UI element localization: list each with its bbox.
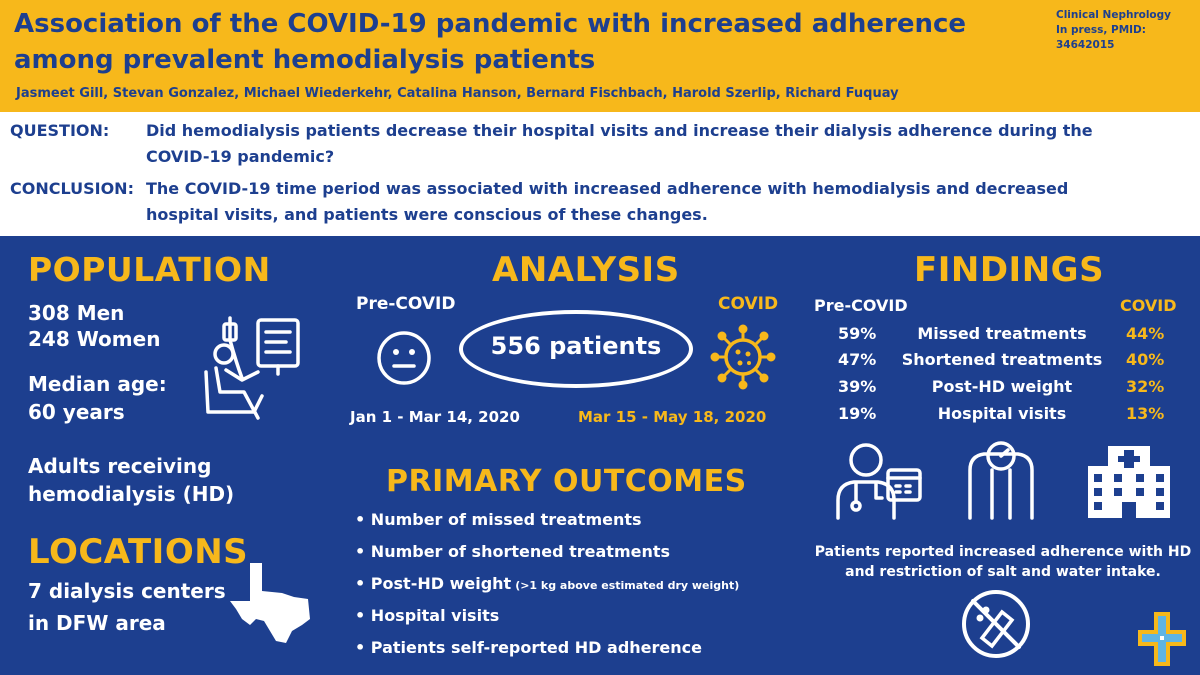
women-count: 248 Women	[28, 327, 161, 351]
pre-covid-value: 19%	[838, 404, 877, 423]
adults-line-2: hemodialysis (HD)	[28, 482, 235, 506]
author-list: Jasmeet Gill, Stevan Gonzalez, Michael W…	[16, 86, 899, 101]
findings-row: 19% Hospital visits 13%	[806, 404, 1200, 430]
patients-oval	[459, 310, 693, 388]
header-banner: Association of the COVID-19 pandemic wit…	[0, 0, 1200, 112]
pre-covid-value: 39%	[838, 377, 877, 396]
pre-covid-value: 47%	[838, 350, 877, 369]
findings-panel: FINDINGS Pre-COVID COVID 59% Missed trea…	[806, 236, 1200, 675]
covid-value: 13%	[1126, 404, 1165, 423]
doctor-calendar-icon	[836, 443, 922, 520]
analysis-heading: ANALYSIS	[492, 250, 680, 290]
finding-label: Missed treatments	[917, 324, 1087, 343]
findings-covid-label: COVID	[1120, 296, 1177, 315]
outcome-item: • Post-HD weight (>1 kg above estimated d…	[355, 574, 740, 593]
covid-value: 40%	[1126, 350, 1165, 369]
hospital-icon	[1088, 446, 1170, 518]
outcome-item: • Patients self-reported HD adherence	[355, 638, 702, 657]
journal-info: Clinical Nephrology In press, PMID: 3464…	[1056, 8, 1200, 53]
virus-icon	[710, 324, 776, 390]
no-salt-icon	[962, 590, 1030, 658]
population-heading: POPULATION	[28, 250, 271, 289]
reported-line-2: and restriction of salt and water intake…	[845, 564, 1161, 580]
finding-label: Hospital visits	[937, 404, 1067, 423]
outcome-note: (>1 kg above estimated dry weight)	[515, 579, 740, 592]
findings-heading: FINDINGS	[914, 250, 1105, 290]
population-panel: POPULATION 308 Men 248 Women Median age:…	[0, 236, 340, 675]
covid-dates: Mar 15 - May 18, 2020	[578, 408, 767, 426]
conclusion-text: The COVID-19 time period was associated …	[146, 179, 1069, 224]
scale-icon	[968, 441, 1034, 520]
question-text: Did hemodialysis patients decrease their…	[146, 121, 1093, 166]
patients-count: 556 patients	[490, 332, 662, 360]
pre-covid-value: 59%	[838, 324, 877, 343]
locations-line-1: 7 dialysis centers	[28, 579, 226, 603]
texas-map-icon	[230, 563, 310, 643]
finding-label: Shortened treatments	[901, 350, 1103, 369]
covid-label: COVID	[718, 294, 779, 314]
findings-pre-covid-label: Pre-COVID	[814, 296, 908, 315]
men-count: 308 Men	[28, 301, 125, 325]
primary-outcomes-heading: PRIMARY OUTCOMES	[386, 464, 747, 499]
journal-reference: In press, PMID: 34642015	[1056, 24, 1146, 51]
conclusion-label: CONCLUSION:	[10, 179, 134, 198]
findings-row: 59% Missed treatments 44%	[806, 324, 1200, 350]
median-age-label: Median age:	[28, 372, 167, 396]
finding-label: Post-HD weight	[931, 377, 1073, 396]
institution-logo-icon	[1138, 612, 1186, 666]
covid-value: 32%	[1126, 377, 1165, 396]
locations-heading: LOCATIONS	[28, 532, 249, 572]
dialysis-patient-icon	[204, 316, 300, 420]
outcome-item: • Number of shortened treatments	[355, 542, 671, 561]
neutral-face-icon	[377, 331, 431, 385]
covid-value: 44%	[1126, 324, 1165, 343]
outcome-item: • Number of missed treatments	[355, 510, 642, 529]
page-title: Association of the COVID-19 pandemic wit…	[14, 9, 967, 75]
journal-name: Clinical Nephrology	[1056, 9, 1172, 21]
median-age-value: 60 years	[28, 400, 125, 424]
pre-covid-dates: Jan 1 - Mar 14, 2020	[350, 408, 520, 426]
adults-line-1: Adults receiving	[28, 454, 212, 478]
findings-row: 47% Shortened treatments 40%	[806, 350, 1200, 376]
pre-covid-label: Pre-COVID	[356, 294, 456, 314]
reported-line-1: Patients reported increased adherence wi…	[814, 544, 1192, 560]
findings-row: 39% Post-HD weight 32%	[806, 377, 1200, 403]
question-label: QUESTION:	[10, 121, 110, 140]
outcome-item: • Hospital visits	[355, 606, 500, 625]
locations-line-2: in DFW area	[28, 611, 166, 635]
analysis-panel: ANALYSIS Pre-COVID COVID 556 patients Ja…	[340, 236, 806, 675]
